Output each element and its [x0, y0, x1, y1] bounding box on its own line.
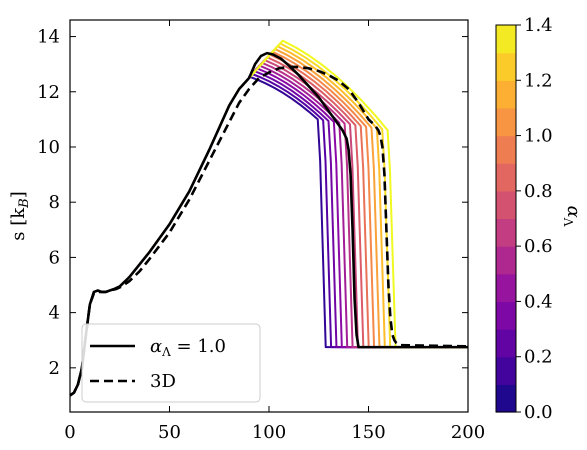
y-axis-label-main: s [k	[8, 207, 29, 241]
colorbar-segment	[496, 301, 516, 330]
colorbar-tick-label: 1.4	[524, 15, 553, 36]
colorbar-segment	[496, 25, 516, 54]
main-series-lines	[69, 51, 469, 397]
colorbar: 0.0 0.2 0.4 0.6 0.8 1.0 1.2 1.4	[495, 15, 553, 423]
colorbar-segment	[496, 356, 516, 385]
colorbar-tick-label: 1.0	[524, 126, 553, 147]
series-line-alpha-1-0	[69, 51, 468, 397]
colorbar-tick-label: 0.0	[524, 402, 553, 423]
colorbar-tick-label: 0.6	[524, 236, 553, 257]
y-tick-label: 14	[37, 27, 60, 48]
colorbar-tick-label: 0.2	[524, 347, 553, 368]
colorbar-segment	[496, 190, 516, 220]
y-axis-label: s [kB]	[8, 191, 32, 240]
legend: αΛ = 1.0 3D	[81, 323, 261, 403]
x-tick-label: 100	[252, 422, 286, 443]
colorbar-tick-label: 0.8	[524, 181, 553, 202]
colorbar-segment	[496, 135, 516, 164]
legend-box	[81, 323, 261, 403]
colorbar-segment	[496, 329, 516, 358]
colorbar-segment	[496, 246, 516, 275]
colorbar-label-symbol: α	[563, 206, 584, 218]
x-tick-label: 50	[158, 422, 181, 443]
colorbar-segment	[496, 107, 516, 137]
colorbar-segment	[496, 52, 516, 81]
x-axis: 0 50 100 150 200	[64, 20, 485, 443]
y-axis-label-close: ]	[8, 191, 29, 198]
series-line-3d	[69, 65, 469, 397]
y-axis: 2 4 6 8 10 12 14	[37, 27, 468, 379]
colorbar-frame	[495, 24, 517, 413]
legend-alpha-rest: = 1.0	[171, 336, 226, 357]
colorbar-tick-label: 0.4	[524, 291, 553, 312]
legend-alpha-sub: Λ	[161, 345, 171, 359]
legend-entry-3d: 3D	[150, 371, 176, 392]
x-tick-label: 150	[351, 422, 385, 443]
y-tick-label: 6	[49, 247, 60, 268]
y-tick-label: 12	[37, 82, 60, 103]
x-tick-label: 200	[451, 422, 485, 443]
y-tick-label: 4	[49, 303, 60, 324]
colorbar-segment	[496, 273, 516, 303]
y-tick-label: 8	[49, 192, 60, 213]
y-tick-label: 2	[49, 358, 60, 379]
legend-entry-alpha: αΛ = 1.0	[150, 336, 226, 359]
legend-alpha-symbol: α	[150, 336, 162, 357]
colorbar-segment	[496, 218, 516, 247]
x-tick-label: 0	[64, 422, 75, 443]
colorbar-segment	[496, 384, 516, 413]
colorbar-segment	[496, 80, 516, 109]
colorbar-segment	[496, 163, 516, 192]
colorbar-label-sub: Λ	[561, 217, 575, 227]
colorbar-label: αΛ	[561, 206, 584, 227]
y-tick-label: 10	[37, 137, 60, 158]
colorbar-tick-label: 1.2	[524, 70, 553, 91]
y-axis-label-sub: B	[17, 198, 32, 209]
